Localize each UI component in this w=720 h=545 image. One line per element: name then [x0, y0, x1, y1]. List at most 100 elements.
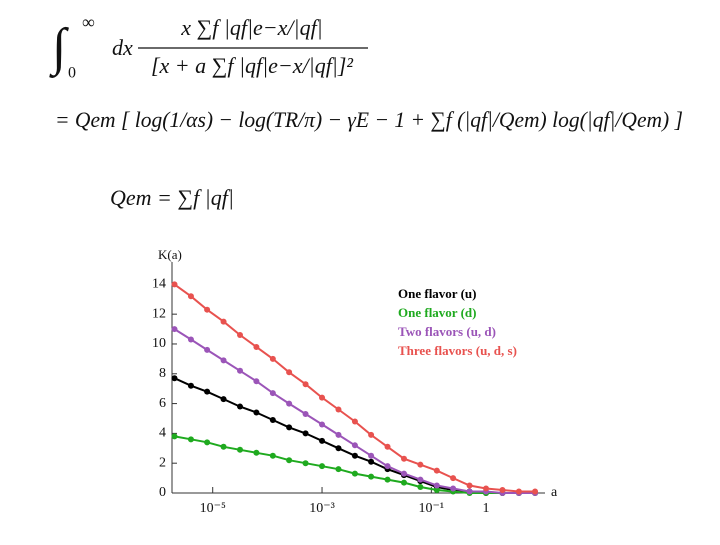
data-point: [204, 306, 211, 313]
data-point: [335, 406, 342, 413]
data-point: [237, 446, 244, 453]
y-tick-label: 10: [152, 336, 166, 351]
data-point: [286, 400, 293, 407]
legend-entry: One flavor (u): [398, 286, 476, 301]
data-point: [319, 463, 326, 470]
data-point: [253, 378, 260, 385]
series-line: [173, 283, 536, 493]
data-point: [253, 343, 260, 350]
data-point: [351, 442, 358, 449]
denominator: [x + a ∑f |qf|e−x/|qf|]²: [151, 53, 353, 78]
integral-sign: ∫: [49, 19, 69, 78]
data-point: [351, 418, 358, 425]
data-point: [187, 382, 194, 389]
data-point: [302, 381, 309, 388]
upper-limit: ∞: [82, 12, 95, 32]
y-tick-label: 4: [159, 426, 166, 441]
data-point: [319, 394, 326, 401]
y-tick-label: 0: [159, 485, 166, 500]
data-point: [269, 452, 276, 459]
data-point: [368, 473, 375, 480]
y-tick-label: 14: [152, 277, 166, 292]
definition: Qem = ∑f |qf|: [110, 185, 234, 210]
data-point: [368, 458, 375, 465]
result: = Qem [ log(1/αs) − log(TR/π) − γE − 1 +…: [55, 107, 683, 132]
data-point: [433, 487, 440, 494]
data-point: [302, 411, 309, 418]
data-point: [319, 421, 326, 428]
data-point: [368, 452, 375, 459]
data-point: [401, 479, 408, 486]
data-point: [187, 293, 194, 300]
data-point: [384, 443, 391, 450]
data-point: [532, 488, 539, 495]
data-point: [269, 355, 276, 362]
data-point: [466, 488, 473, 495]
data-point: [319, 437, 326, 444]
data-point: [351, 452, 358, 459]
data-point: [220, 396, 227, 403]
data-point: [187, 436, 194, 443]
data-point: [171, 326, 178, 333]
data-point: [286, 424, 293, 431]
data-point: [220, 357, 227, 364]
data-point: [286, 457, 293, 464]
data-point: [335, 431, 342, 438]
data-point: [237, 332, 244, 339]
data-point: [302, 430, 309, 437]
x-tick-label: 10⁻¹: [419, 501, 445, 516]
data-point: [368, 431, 375, 438]
data-point: [171, 375, 178, 382]
data-point: [417, 476, 424, 483]
data-point: [450, 475, 457, 482]
data-point: [237, 367, 244, 374]
legend-entry: One flavor (d): [398, 305, 476, 320]
data-point: [237, 403, 244, 410]
dx: dx: [112, 35, 133, 60]
data-point: [417, 461, 424, 468]
data-point: [286, 369, 293, 376]
data-point: [417, 484, 424, 491]
data-point: [269, 416, 276, 423]
x-axis-label: a: [551, 485, 558, 500]
legend-entry: Three flavors (u, d, s): [398, 343, 517, 358]
data-point: [220, 443, 227, 450]
chart: K(a) a 0 2 4 6 8 10 12 14 10⁻⁵ 10⁻³ 10⁻¹ 1 One flavor …: [152, 247, 558, 516]
data-point: [171, 433, 178, 440]
data-point: [335, 466, 342, 473]
data-point: [466, 482, 473, 489]
data-point: [433, 482, 440, 489]
x-tick-label: 10⁻⁵: [200, 501, 226, 516]
x-tick-label: 1: [483, 501, 490, 516]
data-point: [204, 439, 211, 446]
data-point: [384, 476, 391, 483]
data-point: [499, 487, 506, 494]
data-point: [515, 488, 522, 495]
data-point: [483, 485, 490, 492]
data-point: [187, 336, 194, 343]
numerator: x ∑f |qf|e−x/|qf|: [180, 15, 322, 40]
data-point: [401, 470, 408, 477]
lower-limit: 0: [68, 65, 76, 82]
data-point: [253, 409, 260, 416]
y-tick-label: 12: [152, 306, 166, 321]
data-point: [450, 485, 457, 492]
data-point: [269, 390, 276, 397]
data-point: [384, 463, 391, 470]
data-point: [204, 388, 211, 395]
y-tick-label: 2: [159, 455, 166, 470]
y-axis-label: K(a): [158, 247, 182, 262]
data-point: [335, 445, 342, 452]
data-point: [253, 449, 260, 456]
data-point: [171, 281, 178, 288]
data-point: [401, 455, 408, 462]
data-point: [204, 346, 211, 353]
data-point: [351, 470, 358, 477]
data-point: [220, 318, 227, 325]
legend-entry: Two flavors (u, d): [398, 324, 496, 339]
x-tick-label: 10⁻³: [309, 501, 335, 516]
data-point: [302, 460, 309, 467]
data-point: [433, 467, 440, 474]
y-tick-label: 6: [159, 396, 166, 411]
